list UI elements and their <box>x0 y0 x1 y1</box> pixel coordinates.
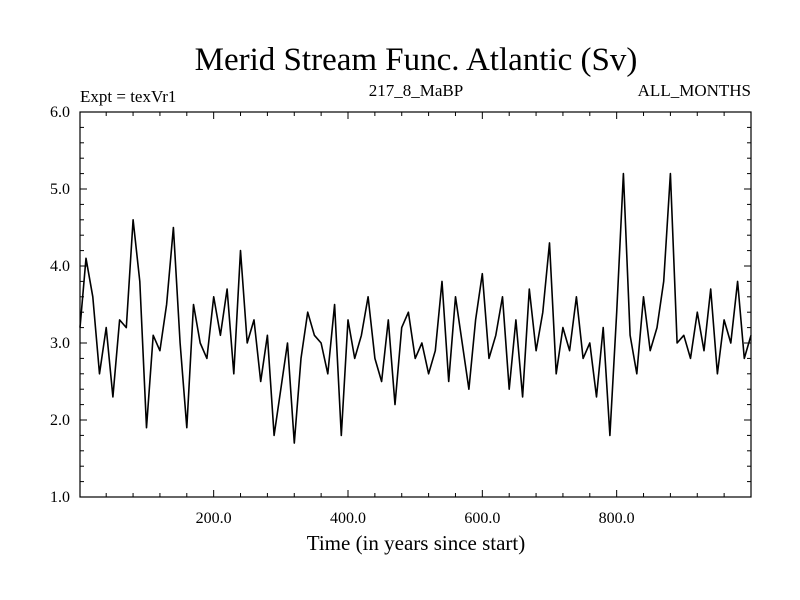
y-tick-label: 6.0 <box>50 104 70 121</box>
y-tick-label: 1.0 <box>50 489 70 506</box>
y-tick-label: 3.0 <box>50 335 70 352</box>
x-tick-label: 800.0 <box>599 510 635 527</box>
x-tick-label: 600.0 <box>464 510 500 527</box>
series-line <box>79 172 752 444</box>
y-tick-label: 2.0 <box>50 412 70 429</box>
x-tick-label: 400.0 <box>330 510 366 527</box>
y-tick-label: 5.0 <box>50 181 70 198</box>
x-tick-label: 200.0 <box>196 510 232 527</box>
experiment-label: Expt = texVr1 <box>80 87 176 106</box>
months-label: ALL_MONTHS <box>638 81 751 100</box>
y-tick-label: 4.0 <box>50 258 70 275</box>
plot-area: 1.0 2.0 3.0 4.0 5.0 6.0 200.0 400.0 600.0 800.0 <box>50 104 752 527</box>
chart-title: Merid Stream Func. Atlantic (Sv) <box>195 42 638 78</box>
period-label: 217_8_MaBP <box>369 81 463 100</box>
x-axis-label: Time (in years since start) <box>307 531 526 555</box>
plot-frame <box>79 111 752 498</box>
